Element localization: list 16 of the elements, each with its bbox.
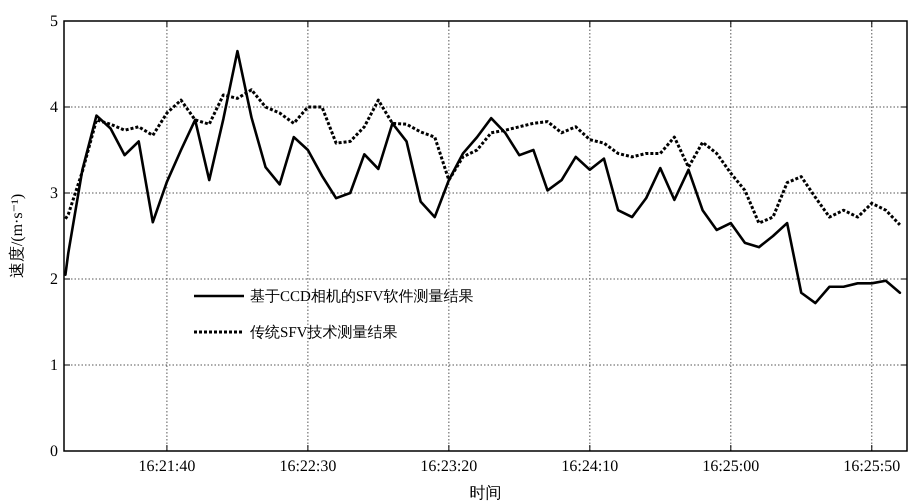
x-tick-label: 16:25:50: [843, 458, 900, 475]
x-tick-label: 16:23:20: [420, 458, 478, 475]
y-tick-label: 3: [50, 185, 58, 202]
y-axis-title: 速度/(m·s⁻¹): [8, 194, 26, 278]
y-tick-label: 1: [50, 357, 58, 374]
y-tick-label: 0: [50, 443, 58, 460]
x-tick-label: 16:25:00: [702, 458, 760, 475]
y-tick-label: 5: [50, 13, 58, 30]
legend-label: 传统SFV技术测量结果: [250, 324, 398, 341]
legend-label: 基于CCD相机的SFV软件测量结果: [250, 288, 474, 305]
x-tick-label: 16:22:30: [279, 458, 336, 475]
y-tick-label: 2: [50, 271, 58, 288]
x-axis-title: 时间: [470, 484, 502, 502]
x-tick-label: 16:24:10: [561, 458, 618, 475]
y-tick-label: 4: [50, 99, 58, 116]
x-tick-label: 16:21:40: [138, 458, 196, 475]
